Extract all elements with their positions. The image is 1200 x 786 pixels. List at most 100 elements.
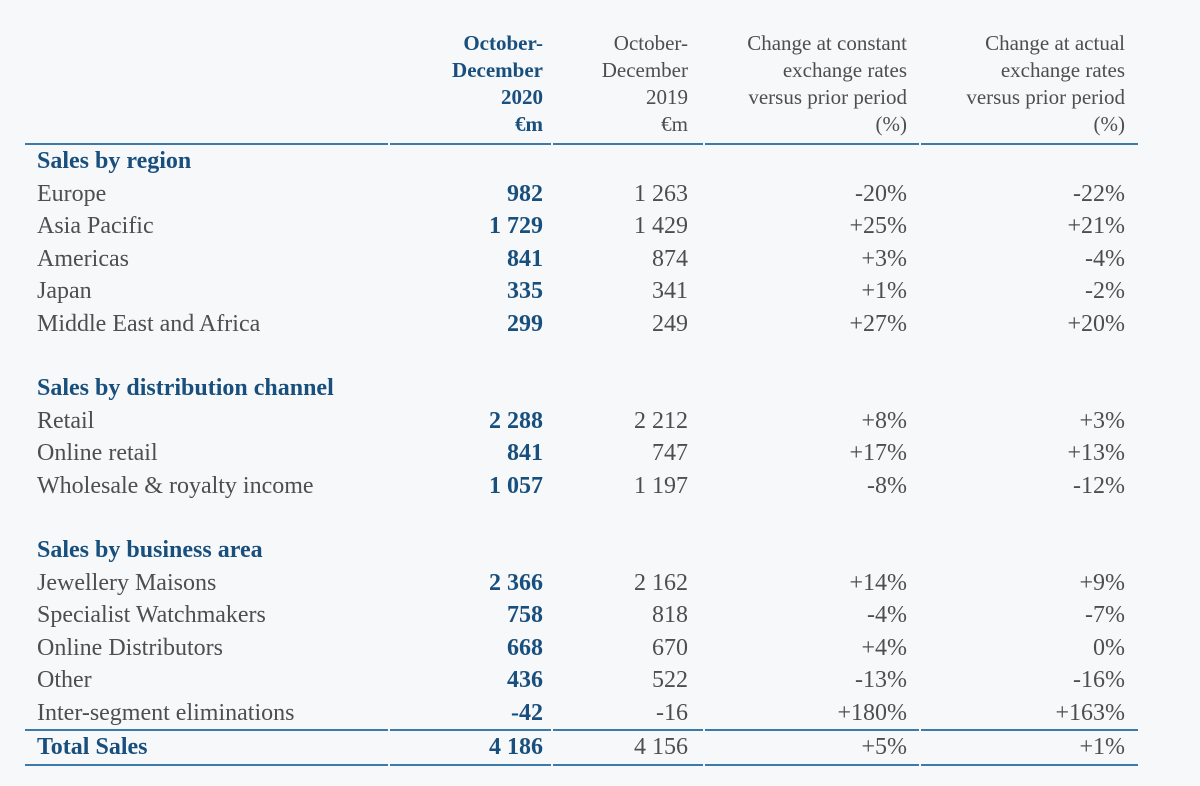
header-line: 2020 [501,85,543,109]
value-2020-cell: 1 057 [489,472,543,499]
header-line: October- [463,31,543,55]
row-label-cell: Retail [37,407,95,434]
section-title: Sales by distribution channel [37,375,334,401]
value-2019-cell: 1 429 [634,213,688,239]
change-constant-cell: -20% [855,180,907,207]
change-constant-cell: +4% [861,634,907,661]
change-actual-cell: -4% [1085,245,1125,272]
change-constant-cell: +5% [705,729,919,766]
change-actual-cell: -12% [1073,472,1125,499]
header-line: exchange rates [1000,58,1125,82]
value-2020-cell: 436 [507,667,543,693]
header-line: Change at actual [985,31,1125,55]
value-2019-cell: 747 [652,440,688,466]
table-row: Americas 841 874 +3% -4% [25,243,1138,276]
section-header-row: Sales by region [25,145,1138,178]
value-2020-cell: 982 [507,180,543,207]
change-constant-cell: +27% [849,310,907,337]
row-label-cell: Asia Pacific [37,213,154,239]
header-line: versus prior period [748,85,907,109]
value-2019-cell: 818 [652,602,688,628]
value-2020-cell: 758 [507,602,543,628]
change-actual-cell: +3% [1079,407,1125,434]
table-row: Specialist Watchmakers 758 818 -4% -7% [25,599,1138,632]
table-row: Retail 2 288 2 212 +8% +3% [25,405,1138,438]
value-2019-cell: 1 197 [634,472,688,499]
value-2019-cell: 249 [652,310,688,337]
change-constant-cell: +14% [849,569,907,596]
section-spacer [25,340,1138,372]
row-label-cell: Europe [37,180,107,207]
section-header-row: Sales by business area [25,534,1138,567]
value-2020-cell: -42 [511,699,543,726]
change-constant-cell: +1% [861,278,907,304]
header-col-row-labels [25,30,388,145]
change-actual-cell: 0% [1093,634,1125,661]
value-2019-cell: -16 [656,699,688,726]
table-row: Japan 335 341 +1% -2% [25,275,1138,308]
header-col-oct-dec-2019: October- December 2019 €m [553,30,703,145]
change-actual-cell: +21% [1067,213,1125,239]
header-line: (%) [875,112,907,136]
table-header: October- December 2020 €m October- December 20… [25,30,1138,145]
value-2020-cell: 2 366 [489,569,543,596]
row-label-cell: Jewellery Maisons [37,569,217,596]
row-label-cell: Japan [37,278,92,304]
row-label-cell: Specialist Watchmakers [37,602,266,628]
change-constant-cell: -13% [855,667,907,693]
change-constant-cell: -8% [867,472,907,499]
section-header-row: Sales by distribution channel [25,372,1138,405]
header-col-change-actual-fx: Change at actual exchange rates versus pri… [921,30,1138,145]
change-constant-cell: +180% [837,699,907,726]
table-row: Online Distributors 668 670 +4% 0% [25,632,1138,665]
table-row: Europe 982 1 263 -20% -22% [25,178,1138,211]
section-title: Sales by region [37,148,192,174]
table-row: Wholesale & royalty income 1 057 1 197 -8% -… [25,470,1138,503]
table-body: Sales by region Europe 982 1 263 -20% -22% Asi… [25,145,1138,766]
row-label-cell: Americas [37,245,129,272]
value-2019-cell: 341 [652,278,688,304]
value-2020-cell: 2 288 [489,407,543,434]
change-actual-cell: +163% [1055,699,1125,726]
header-line: €m [661,112,688,136]
change-actual-cell: +9% [1079,569,1125,596]
sales-table: October- December 2020 €m October- December 20… [23,30,1140,766]
spacer-cell [25,502,1138,534]
value-2019-cell: 670 [652,634,688,661]
table-row: Middle East and Africa 299 249 +27% +20% [25,308,1138,341]
change-actual-cell: -22% [1073,180,1125,207]
section-title: Sales by business area [37,537,263,563]
value-2020-cell: 335 [507,278,543,304]
change-constant-cell: -4% [867,602,907,628]
row-label-cell: Inter-segment eliminations [37,699,295,726]
header-line: 2019 [646,85,688,109]
value-2019-cell: 2 162 [634,569,688,596]
row-label-cell: Online Distributors [37,634,223,661]
header-line: October- [613,31,688,55]
row-label-cell: Online retail [37,440,158,466]
section-spacer [25,502,1138,534]
change-actual-cell: +13% [1067,440,1125,466]
spacer-cell [25,340,1138,372]
value-2020-cell: 4 186 [390,729,551,766]
total-sales-row: Total Sales 4 186 4 156 +5% +1% [25,729,1138,766]
header-line: Change at constant [747,31,907,55]
change-constant-cell: +3% [861,245,907,272]
row-label-cell: Middle East and Africa [37,310,261,337]
change-actual-cell: +1% [921,729,1138,766]
change-actual-cell: -2% [1085,278,1125,304]
header-line: December [452,58,543,82]
table-row: Asia Pacific 1 729 1 429 +25% +21% [25,210,1138,243]
header-col-change-constant-fx: Change at constant exchange rates versus p… [705,30,919,145]
change-actual-cell: +20% [1067,310,1125,337]
value-2019-cell: 2 212 [634,407,688,434]
value-2019-cell: 4 156 [553,729,703,766]
header-line: €m [515,112,543,136]
table-row: Other 436 522 -13% -16% [25,664,1138,697]
row-label-cell: Wholesale & royalty income [37,472,314,499]
value-2020-cell: 299 [507,310,543,337]
value-2020-cell: 1 729 [489,213,543,239]
change-constant-cell: +25% [849,213,907,239]
header-line: exchange rates [782,58,907,82]
